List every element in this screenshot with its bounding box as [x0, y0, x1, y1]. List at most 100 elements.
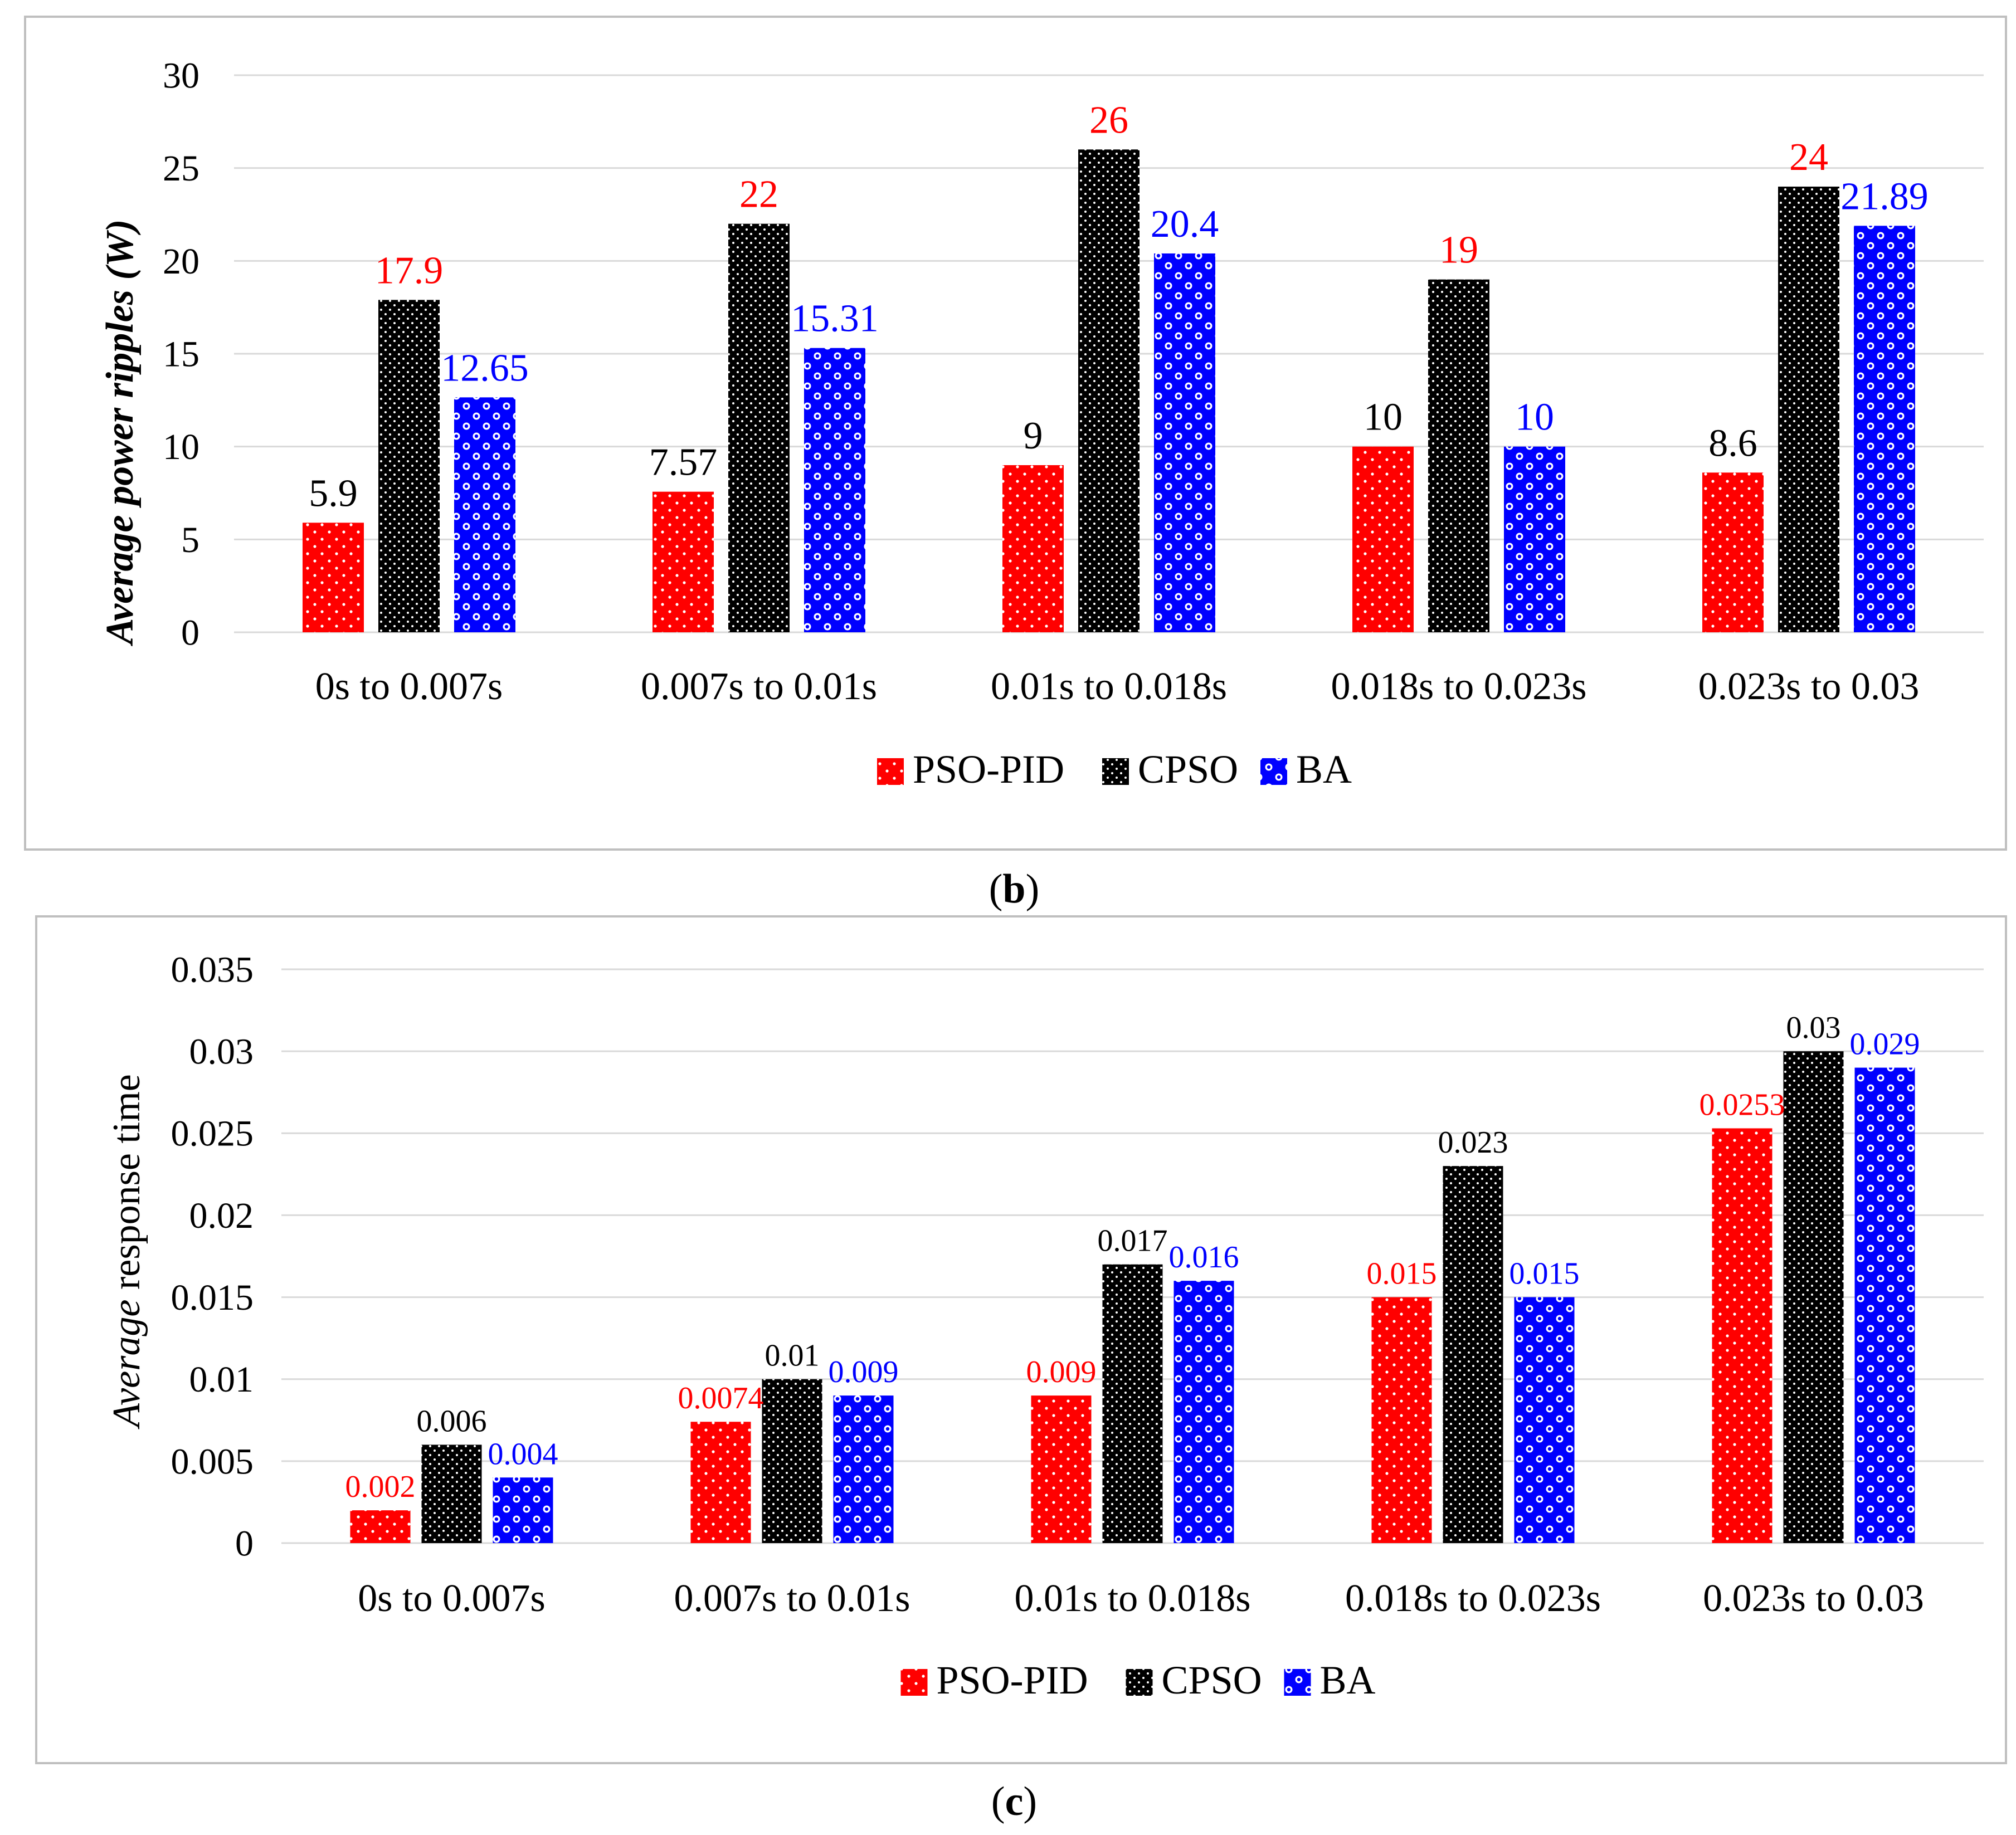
legend-item-cpso: CPSO — [1126, 1658, 1262, 1702]
chart-b-data-labels: 5.9 17.9 12.65 7.57 22 15.31 9 26 20.4 10 19 10 8.6 2… — [309, 99, 1929, 515]
legend-swatch-cpso — [1126, 1669, 1153, 1696]
data-label-ba: 20.4 — [1151, 203, 1219, 246]
y-tick-label: 0 — [181, 612, 199, 653]
data-label-ba: 15.31 — [791, 297, 879, 340]
y-tick-label: 10 — [163, 427, 199, 467]
y-axis-label-emphasis: Average — [105, 1300, 148, 1429]
bar-pso-pid — [350, 1510, 411, 1543]
bar-pso-pid — [1702, 472, 1764, 632]
data-label-cpso: 0.023 — [1438, 1125, 1508, 1160]
legend-item-ba: BA — [1284, 1658, 1376, 1702]
y-tick-label: 0.005 — [171, 1441, 254, 1482]
data-label-pso-pid: 0.009 — [1026, 1355, 1097, 1389]
data-label-pso-pid: 9 — [1024, 414, 1043, 457]
chart-b-y-axis-label: Average power ripples (W) — [99, 219, 142, 647]
data-label-ba: 0.004 — [488, 1437, 558, 1471]
chart-c-bars — [350, 1051, 1915, 1543]
chart-b: 5.9 17.9 12.65 7.57 22 15.31 9 26 20.4 10 19 10 8.6 2… — [24, 16, 2007, 851]
chart-c-frame — [35, 915, 2007, 1764]
bar-cpso — [1783, 1051, 1844, 1543]
data-label-pso-pid: 5.9 — [309, 472, 358, 515]
data-label-ba: 0.009 — [829, 1355, 899, 1389]
legend-label: CPSO — [1138, 747, 1238, 792]
x-tick-label: 0.018s to 0.023s — [1345, 1577, 1601, 1620]
legend-swatch-ba — [1260, 758, 1287, 785]
y-tick-label: 15 — [163, 334, 199, 374]
data-label-ba: 10 — [1515, 396, 1554, 439]
bar-pso-pid — [1712, 1128, 1772, 1543]
x-tick-label: 0.023s to 0.03 — [1703, 1577, 1924, 1620]
chart-c-y-ticks: 0 0.005 0.01 0.015 0.02 0.025 0.03 0.035 — [171, 949, 254, 1564]
bar-pso-pid — [1371, 1297, 1432, 1543]
data-label-pso-pid: 0.0074 — [678, 1381, 764, 1416]
legend-item-pso-pid: PSO-PID — [900, 1658, 1088, 1702]
bar-pso-pid — [303, 523, 364, 632]
data-label-cpso: 0.017 — [1098, 1224, 1168, 1258]
y-tick-label: 5 — [181, 520, 199, 560]
y-axis-label-rest: response time — [105, 1074, 148, 1299]
data-label-cpso: 24 — [1789, 136, 1828, 179]
bar-ba — [1154, 253, 1215, 632]
data-label-ba: 0.015 — [1509, 1257, 1580, 1291]
caption-c-letter: c — [1005, 1779, 1024, 1824]
caption-c: (c) — [991, 1779, 1037, 1824]
bar-ba — [493, 1477, 553, 1543]
x-tick-label: 0.018s to 0.023s — [1331, 665, 1587, 708]
chart-b-frame — [24, 16, 2007, 851]
data-label-pso-pid: 0.002 — [345, 1470, 416, 1504]
x-tick-label: 0.007s to 0.01s — [641, 665, 877, 708]
data-label-pso-pid: 8.6 — [1708, 422, 1757, 465]
bar-cpso — [1102, 1264, 1163, 1543]
bar-ba — [1854, 1067, 1915, 1543]
x-tick-label: 0.023s to 0.03 — [1698, 665, 1920, 708]
data-label-ba: 0.016 — [1169, 1240, 1239, 1275]
data-label-cpso: 22 — [739, 173, 778, 216]
bar-pso-pid — [1002, 465, 1064, 632]
data-label-cpso: 0.03 — [1786, 1011, 1841, 1045]
data-label-cpso: 19 — [1439, 229, 1478, 272]
legend-item-ba: BA — [1260, 747, 1352, 792]
legend-item-cpso: CPSO — [1102, 747, 1238, 792]
y-tick-label: 0.035 — [171, 949, 254, 990]
y-tick-label: 0.01 — [189, 1359, 254, 1400]
x-tick-label: 0.007s to 0.01s — [674, 1577, 910, 1620]
bar-pso-pid — [1352, 446, 1414, 632]
data-label-cpso: 17.9 — [375, 249, 444, 292]
bar-ba — [804, 348, 865, 632]
data-label-ba: 21.89 — [1840, 175, 1929, 218]
legend-swatch-pso-pid — [900, 1669, 928, 1696]
bar-ba — [1504, 446, 1565, 632]
chart-b-x-ticks: 0s to 0.007s 0.007s to 0.01s 0.01s to 0.01… — [315, 665, 1920, 708]
y-tick-label: 0.015 — [171, 1277, 254, 1318]
bar-pso-pid — [690, 1422, 751, 1543]
y-tick-label: 0.03 — [189, 1032, 254, 1072]
legend-swatch-cpso — [1102, 758, 1129, 785]
data-label-pso-pid: 0.015 — [1367, 1257, 1437, 1291]
bar-pso-pid — [652, 491, 714, 632]
data-label-pso-pid: 0.0253 — [1700, 1087, 1785, 1122]
legend-swatch-ba — [1284, 1669, 1311, 1696]
data-label-cpso: 0.01 — [765, 1339, 820, 1373]
bar-ba — [1173, 1281, 1234, 1543]
y-tick-label: 0 — [235, 1523, 254, 1564]
bar-ba — [1514, 1297, 1575, 1543]
caption-b-letter: b — [1002, 866, 1025, 912]
legend-label: BA — [1320, 1658, 1376, 1702]
legend-label: PSO-PID — [937, 1658, 1088, 1702]
data-label-cpso: 0.006 — [417, 1404, 487, 1438]
x-tick-label: 0.01s to 0.018s — [991, 665, 1227, 708]
y-tick-label: 20 — [163, 241, 199, 282]
bar-ba — [1854, 226, 1915, 632]
bar-ba — [833, 1395, 894, 1543]
caption-b: (b) — [989, 866, 1039, 912]
data-label-ba: 12.65 — [441, 346, 529, 389]
legend-label: BA — [1296, 747, 1352, 792]
legend-swatch-pso-pid — [877, 758, 904, 785]
data-label-pso-pid: 7.57 — [649, 441, 718, 484]
bar-cpso — [1078, 149, 1140, 632]
chart-c-legend: PSO-PID CPSO BA — [900, 1658, 1376, 1702]
bar-cpso — [421, 1444, 482, 1543]
y-tick-label: 30 — [163, 55, 199, 96]
